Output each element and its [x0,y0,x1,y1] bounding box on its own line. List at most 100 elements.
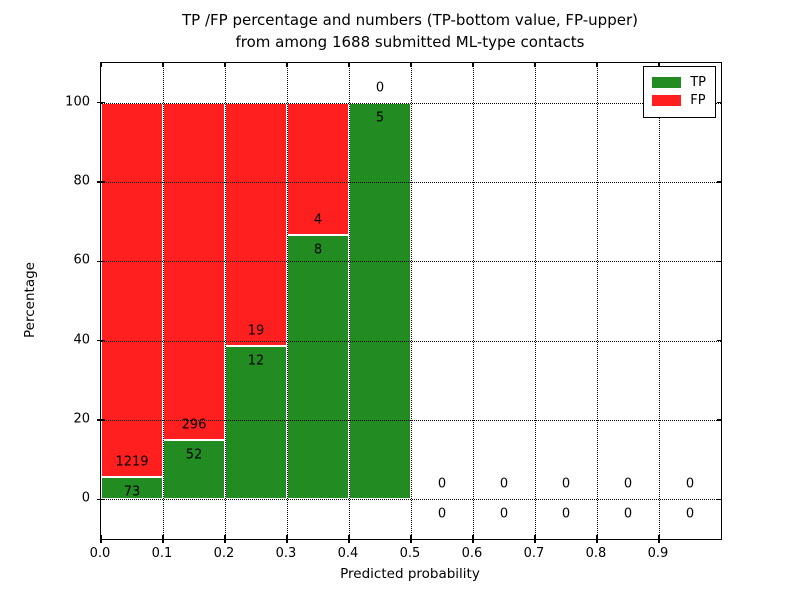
legend-label-fp: FP [690,93,706,108]
tp-count-label: 0 [499,506,509,522]
y-tick-mark-left [97,101,105,104]
tp-count-label: 0 [623,506,633,522]
legend-label-tp: TP [690,75,706,90]
tp-count-label: 0 [437,506,447,522]
y-tick-mark-right [717,339,721,342]
fp-bar-segment [225,102,287,346]
y-tick-mark-right [717,260,721,263]
x-tick-mark-top [286,63,288,67]
y-tick-mark-right [717,419,721,421]
x-tick-mark-top [472,63,474,67]
fp-count-label: 0 [499,476,509,492]
x-tick-mark-bottom [348,535,350,543]
tp-count-label: 8 [313,242,323,258]
tp-count-label: 5 [375,110,385,126]
x-tick-label: 0.5 [399,546,421,561]
fp-count-label: 0 [437,476,447,492]
y-tick-mark-left [97,419,105,421]
y-tick-mark-left [97,260,105,263]
x-tick-mark-bottom [658,535,660,543]
tick-marks [97,63,721,543]
chart-title-line2: from among 1688 submitted ML-type contac… [235,32,585,51]
y-tick-mark-right [717,181,721,183]
y-gridline [101,182,721,183]
bar-labels-layer: 1219 73 296 52 19 12 4 8 0 5 0 0 0 0 0 0 0 0 0 0 [101,63,721,539]
y-tick-mark-left [97,181,105,183]
y-tick-label: 0 [81,490,90,506]
x-gridline [225,63,226,539]
fp-count-label: 4 [313,212,323,228]
x-tick-mark-bottom [596,535,598,543]
tp-count-label: 12 [247,353,265,369]
x-tick-mark-bottom [162,535,164,543]
x-tick-label: 0.1 [151,546,173,561]
y-tick-mark-left [97,498,105,501]
fp-count-label: 0 [623,476,633,492]
x-tick-mark-bottom [410,535,412,543]
x-axis-label: Predicted probability [340,566,480,582]
grid-layer [101,63,721,539]
legend-item-fp: FP [652,93,706,108]
y-tick-label: 40 [73,332,90,348]
fp-bar-segment [287,102,349,235]
y-gridline [101,499,721,501]
x-tick-mark-top [224,63,226,67]
y-gridline [101,340,721,342]
y-tick-label: 100 [65,94,90,110]
x-tick-mark-top [348,63,350,67]
x-tick-label: 0.9 [647,546,669,561]
y-axis-label: Percentage [22,262,38,338]
bars-layer [101,63,721,539]
tp-bar-segment [101,476,163,500]
x-tick-label: 0.3 [275,546,297,561]
x-gridline [163,63,164,539]
tp-swatch [652,77,682,88]
tp-bar-segment [163,440,225,500]
y-tick-label: 60 [73,252,90,268]
x-tick-label: 0.8 [585,546,607,561]
fp-count-label: 0 [561,476,571,492]
x-tick-label: 0.7 [523,546,545,561]
y-gridline [101,420,721,421]
y-gridline [101,261,721,263]
plot-area: 1219 73 296 52 19 12 4 8 0 5 0 0 0 0 0 0 0 0 0 0 TP FP [97,62,722,543]
fp-count-label: 0 [375,80,385,96]
fp-bar-segment [101,102,163,477]
x-tick-mark-bottom [224,535,226,543]
x-gridline [349,63,350,539]
x-tick-label: 0.6 [461,546,483,561]
chart-title: TP /FP percentage and numbers (TP-bottom… [60,10,760,54]
x-tick-mark-top [534,63,536,67]
x-tick-label: 0.0 [89,546,111,561]
y-tick-label: 80 [73,173,90,189]
fp-count-label: 1219 [115,454,149,470]
fp-count-label: 0 [685,476,695,492]
fp-bar-segment [349,102,411,105]
x-tick-mark-top [162,63,164,67]
x-tick-mark-bottom [534,535,536,543]
x-gridline [597,63,598,539]
tp-count-label: 52 [185,447,203,463]
x-tick-mark-top [596,63,598,67]
y-tick-mark-left [97,339,105,342]
y-gridline [101,102,721,104]
x-tick-mark-bottom [472,535,474,543]
x-gridline [535,63,536,539]
x-gridline [659,63,660,539]
fp-swatch [652,95,682,106]
x-tick-label: 0.4 [337,546,359,561]
fp-count-label: 296 [181,417,207,433]
x-tick-mark-bottom [100,535,102,543]
y-tick-label: 20 [73,411,90,427]
tp-bar-segment [225,345,287,500]
y-tick-mark-right [717,498,721,501]
x-gridline [473,63,474,539]
fp-count-label: 19 [247,323,265,339]
chart-title-line1: TP /FP percentage and numbers (TP-bottom… [182,11,638,29]
x-gridline [411,63,412,539]
tp-count-label: 73 [123,484,141,500]
x-tick-mark-top [410,63,412,67]
tp-bar-segment [287,234,349,500]
tp-count-label: 0 [561,506,571,522]
